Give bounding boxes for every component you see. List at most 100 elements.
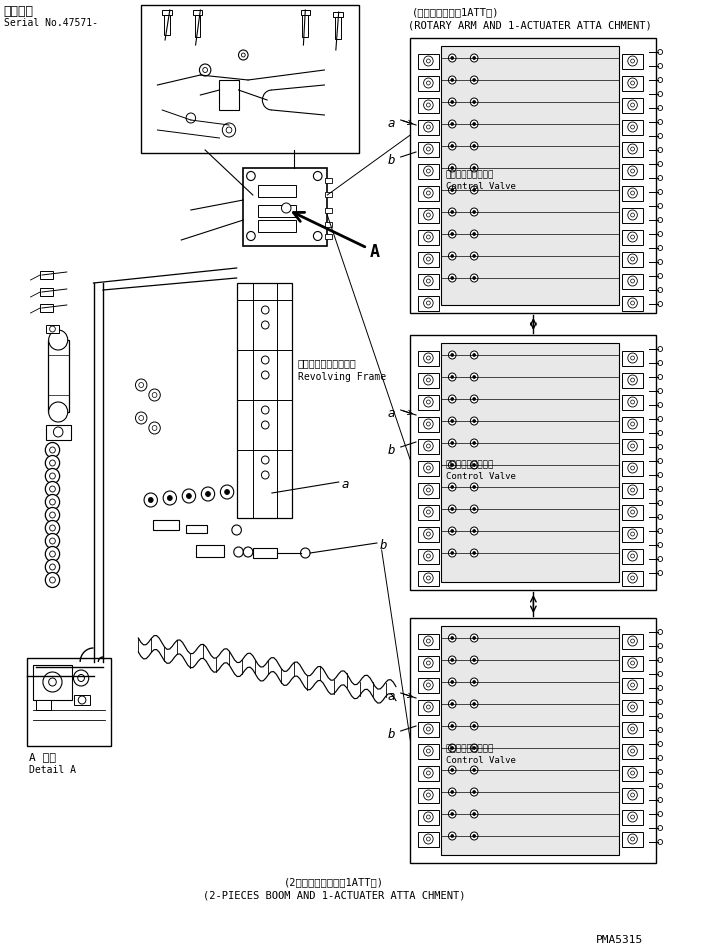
Circle shape [423, 812, 433, 822]
Circle shape [48, 678, 56, 686]
Bar [325, 208, 332, 213]
Circle shape [658, 430, 662, 435]
Bar [333, 12, 343, 17]
Bar [622, 832, 643, 847]
Circle shape [628, 658, 637, 668]
Text: (回転アーム及と1ATT用): (回転アーム及と1ATT用) [412, 7, 500, 17]
Circle shape [631, 771, 634, 775]
Circle shape [470, 208, 478, 216]
Text: Detail A: Detail A [29, 765, 76, 775]
Circle shape [658, 472, 662, 478]
Bar [418, 722, 439, 737]
Circle shape [449, 208, 456, 216]
Bar [418, 230, 439, 245]
Bar [410, 335, 656, 590]
Circle shape [50, 564, 55, 570]
Circle shape [658, 644, 662, 648]
Circle shape [658, 769, 662, 775]
Circle shape [225, 489, 229, 494]
Circle shape [658, 91, 662, 96]
Circle shape [449, 120, 456, 128]
Circle shape [451, 835, 454, 838]
Circle shape [449, 810, 456, 818]
Circle shape [658, 403, 662, 407]
Circle shape [451, 56, 454, 59]
Circle shape [472, 681, 475, 684]
Circle shape [658, 388, 662, 393]
Circle shape [74, 670, 89, 686]
Circle shape [426, 705, 430, 709]
Circle shape [472, 442, 475, 445]
Circle shape [152, 392, 157, 398]
Circle shape [426, 793, 430, 797]
Circle shape [470, 788, 478, 796]
Bar [418, 678, 439, 693]
Circle shape [423, 144, 433, 154]
Circle shape [631, 257, 634, 261]
Text: (2-PIECES BOOM AND 1-ACTUATER ATTA CHMENT): (2-PIECES BOOM AND 1-ACTUATER ATTA CHMEN… [203, 890, 465, 900]
Circle shape [628, 463, 637, 473]
Bar [325, 234, 332, 239]
Circle shape [46, 560, 60, 574]
Bar [622, 549, 643, 564]
Circle shape [46, 482, 60, 497]
Circle shape [423, 636, 433, 646]
Bar [74, 695, 90, 705]
Circle shape [79, 696, 86, 704]
Circle shape [423, 529, 433, 539]
Circle shape [426, 771, 430, 775]
Circle shape [631, 705, 634, 709]
Circle shape [631, 532, 634, 536]
Bar [418, 527, 439, 542]
Bar [418, 788, 439, 803]
Circle shape [470, 527, 478, 535]
Bar [418, 120, 439, 135]
Circle shape [423, 254, 433, 264]
Circle shape [135, 412, 147, 424]
Bar [622, 483, 643, 498]
Circle shape [423, 56, 433, 66]
Circle shape [426, 356, 430, 360]
Bar [441, 626, 619, 855]
Circle shape [46, 546, 60, 562]
Circle shape [658, 658, 662, 663]
Circle shape [628, 812, 637, 822]
Circle shape [472, 812, 475, 816]
Circle shape [628, 232, 637, 242]
Circle shape [261, 421, 269, 429]
Circle shape [658, 742, 662, 746]
Circle shape [423, 441, 433, 451]
Bar [622, 120, 643, 135]
Bar [243, 168, 327, 246]
Circle shape [423, 232, 433, 242]
Circle shape [426, 466, 430, 470]
Circle shape [628, 702, 637, 712]
Circle shape [205, 491, 210, 497]
Circle shape [628, 551, 637, 561]
Circle shape [426, 554, 430, 558]
Circle shape [472, 835, 475, 838]
Circle shape [658, 713, 662, 719]
Circle shape [658, 246, 662, 250]
Circle shape [451, 167, 454, 169]
Circle shape [426, 422, 430, 426]
Bar [418, 351, 439, 366]
Circle shape [472, 353, 475, 356]
Circle shape [631, 191, 634, 195]
Circle shape [472, 507, 475, 510]
Text: Control Valve: Control Valve [446, 182, 515, 191]
Circle shape [449, 54, 456, 62]
Circle shape [631, 639, 634, 643]
Circle shape [451, 78, 454, 82]
Circle shape [426, 815, 430, 819]
Circle shape [135, 379, 147, 391]
Circle shape [43, 672, 62, 692]
Circle shape [449, 351, 456, 359]
Circle shape [426, 103, 430, 107]
Bar [257, 220, 296, 232]
Circle shape [631, 301, 634, 305]
Circle shape [658, 501, 662, 506]
Circle shape [451, 659, 454, 662]
Circle shape [423, 507, 433, 517]
Circle shape [451, 145, 454, 148]
